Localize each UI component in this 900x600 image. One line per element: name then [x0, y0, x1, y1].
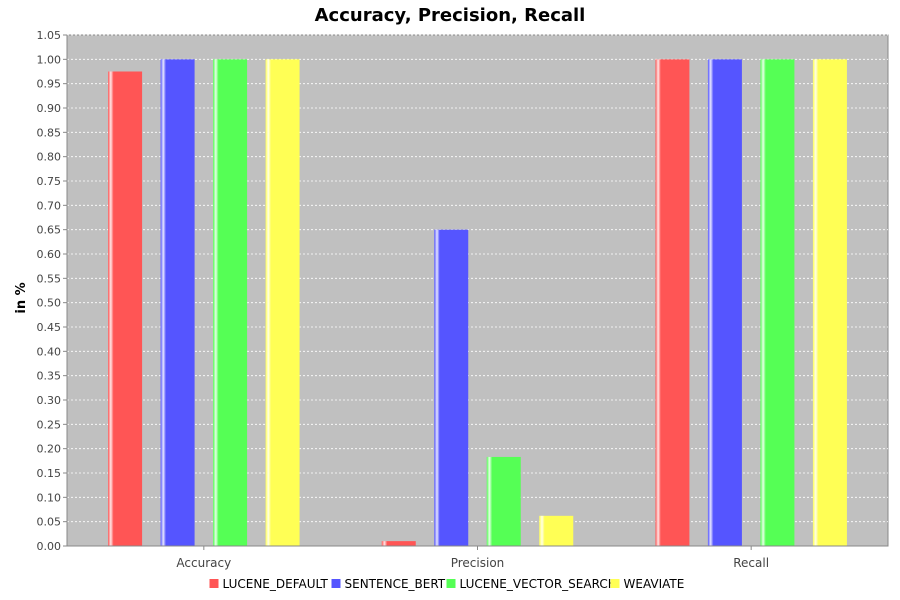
- plot-area: [66, 34, 889, 547]
- x-axis: Accuracy Precision Recall: [67, 545, 888, 570]
- bar-highlight: [265, 59, 300, 546]
- bar-highlight: [812, 59, 847, 546]
- chart-title: Accuracy, Precision, Recall: [315, 5, 586, 26]
- y-tick-label: 0.60: [37, 248, 62, 261]
- y-tick-label: 0.40: [37, 345, 62, 358]
- bar-highlight: [108, 71, 143, 546]
- bar-highlight: [760, 59, 795, 546]
- bar-highlight: [539, 515, 574, 546]
- y-axis: 0.00 0.05 0.10 0.15 0.20 0.25 0.30 0.35 0.40 0.45…: [37, 29, 68, 553]
- y-tick-label: 0.50: [37, 297, 62, 310]
- y-tick-label: 1.00: [37, 53, 62, 66]
- x-tick-label: Recall: [733, 556, 769, 570]
- y-tick-label: 0.35: [37, 370, 62, 383]
- y-tick-label: 0.55: [37, 272, 62, 285]
- bar-highlight: [381, 541, 416, 546]
- y-tick-label: 0.25: [37, 418, 62, 431]
- legend-label: SENTENCE_BERT: [345, 577, 446, 591]
- y-tick-label: 0.75: [37, 175, 62, 188]
- y-tick-label: 1.05: [37, 29, 62, 42]
- bar-highlight: [434, 229, 469, 546]
- legend-label: WEAVIATE: [624, 577, 685, 591]
- bar-highlight: [655, 59, 690, 546]
- bars: [108, 59, 847, 546]
- y-tick-label: 0.90: [37, 102, 62, 115]
- y-tick-label: 0.70: [37, 199, 62, 212]
- bar-highlight: [707, 59, 742, 546]
- x-tick-label: Accuracy: [176, 556, 231, 570]
- legend-item: LUCENE_DEFAULT: [209, 577, 329, 591]
- y-axis-label: in %: [14, 282, 29, 313]
- legend-swatch: [331, 579, 341, 588]
- y-tick-label: 0.45: [37, 321, 62, 334]
- legend-item: WEAVIATE: [610, 577, 685, 591]
- legend: LUCENE_DEFAULT SENTENCE_BERT LUCENE_VECTOR…: [209, 577, 685, 591]
- y-tick-label: 0.10: [37, 491, 62, 504]
- legend-swatch: [446, 579, 456, 588]
- y-tick-label: 0.00: [37, 540, 62, 553]
- y-tick-label: 0.65: [37, 224, 62, 237]
- x-tick-label: Precision: [451, 556, 505, 570]
- y-tick-label: 0.95: [37, 78, 62, 91]
- y-tick-label: 0.05: [37, 516, 62, 529]
- y-tick-label: 0.85: [37, 126, 62, 139]
- y-tick-label: 0.80: [37, 151, 62, 164]
- y-tick-label: 0.15: [37, 467, 62, 480]
- legend-swatch: [610, 579, 620, 588]
- legend-label: LUCENE_DEFAULT: [223, 577, 329, 591]
- y-tick-label: 0.20: [37, 443, 62, 456]
- legend-item: LUCENE_VECTOR_SEARCH: [446, 577, 617, 591]
- bar-highlight: [160, 59, 195, 546]
- legend-label: LUCENE_VECTOR_SEARCH: [460, 577, 617, 591]
- y-tick-label: 0.30: [37, 394, 62, 407]
- bar-highlight: [213, 59, 248, 546]
- grid-lines: [67, 34, 888, 523]
- legend-item: SENTENCE_BERT: [331, 577, 446, 591]
- legend-swatch: [209, 579, 219, 588]
- bar-highlight: [486, 456, 521, 546]
